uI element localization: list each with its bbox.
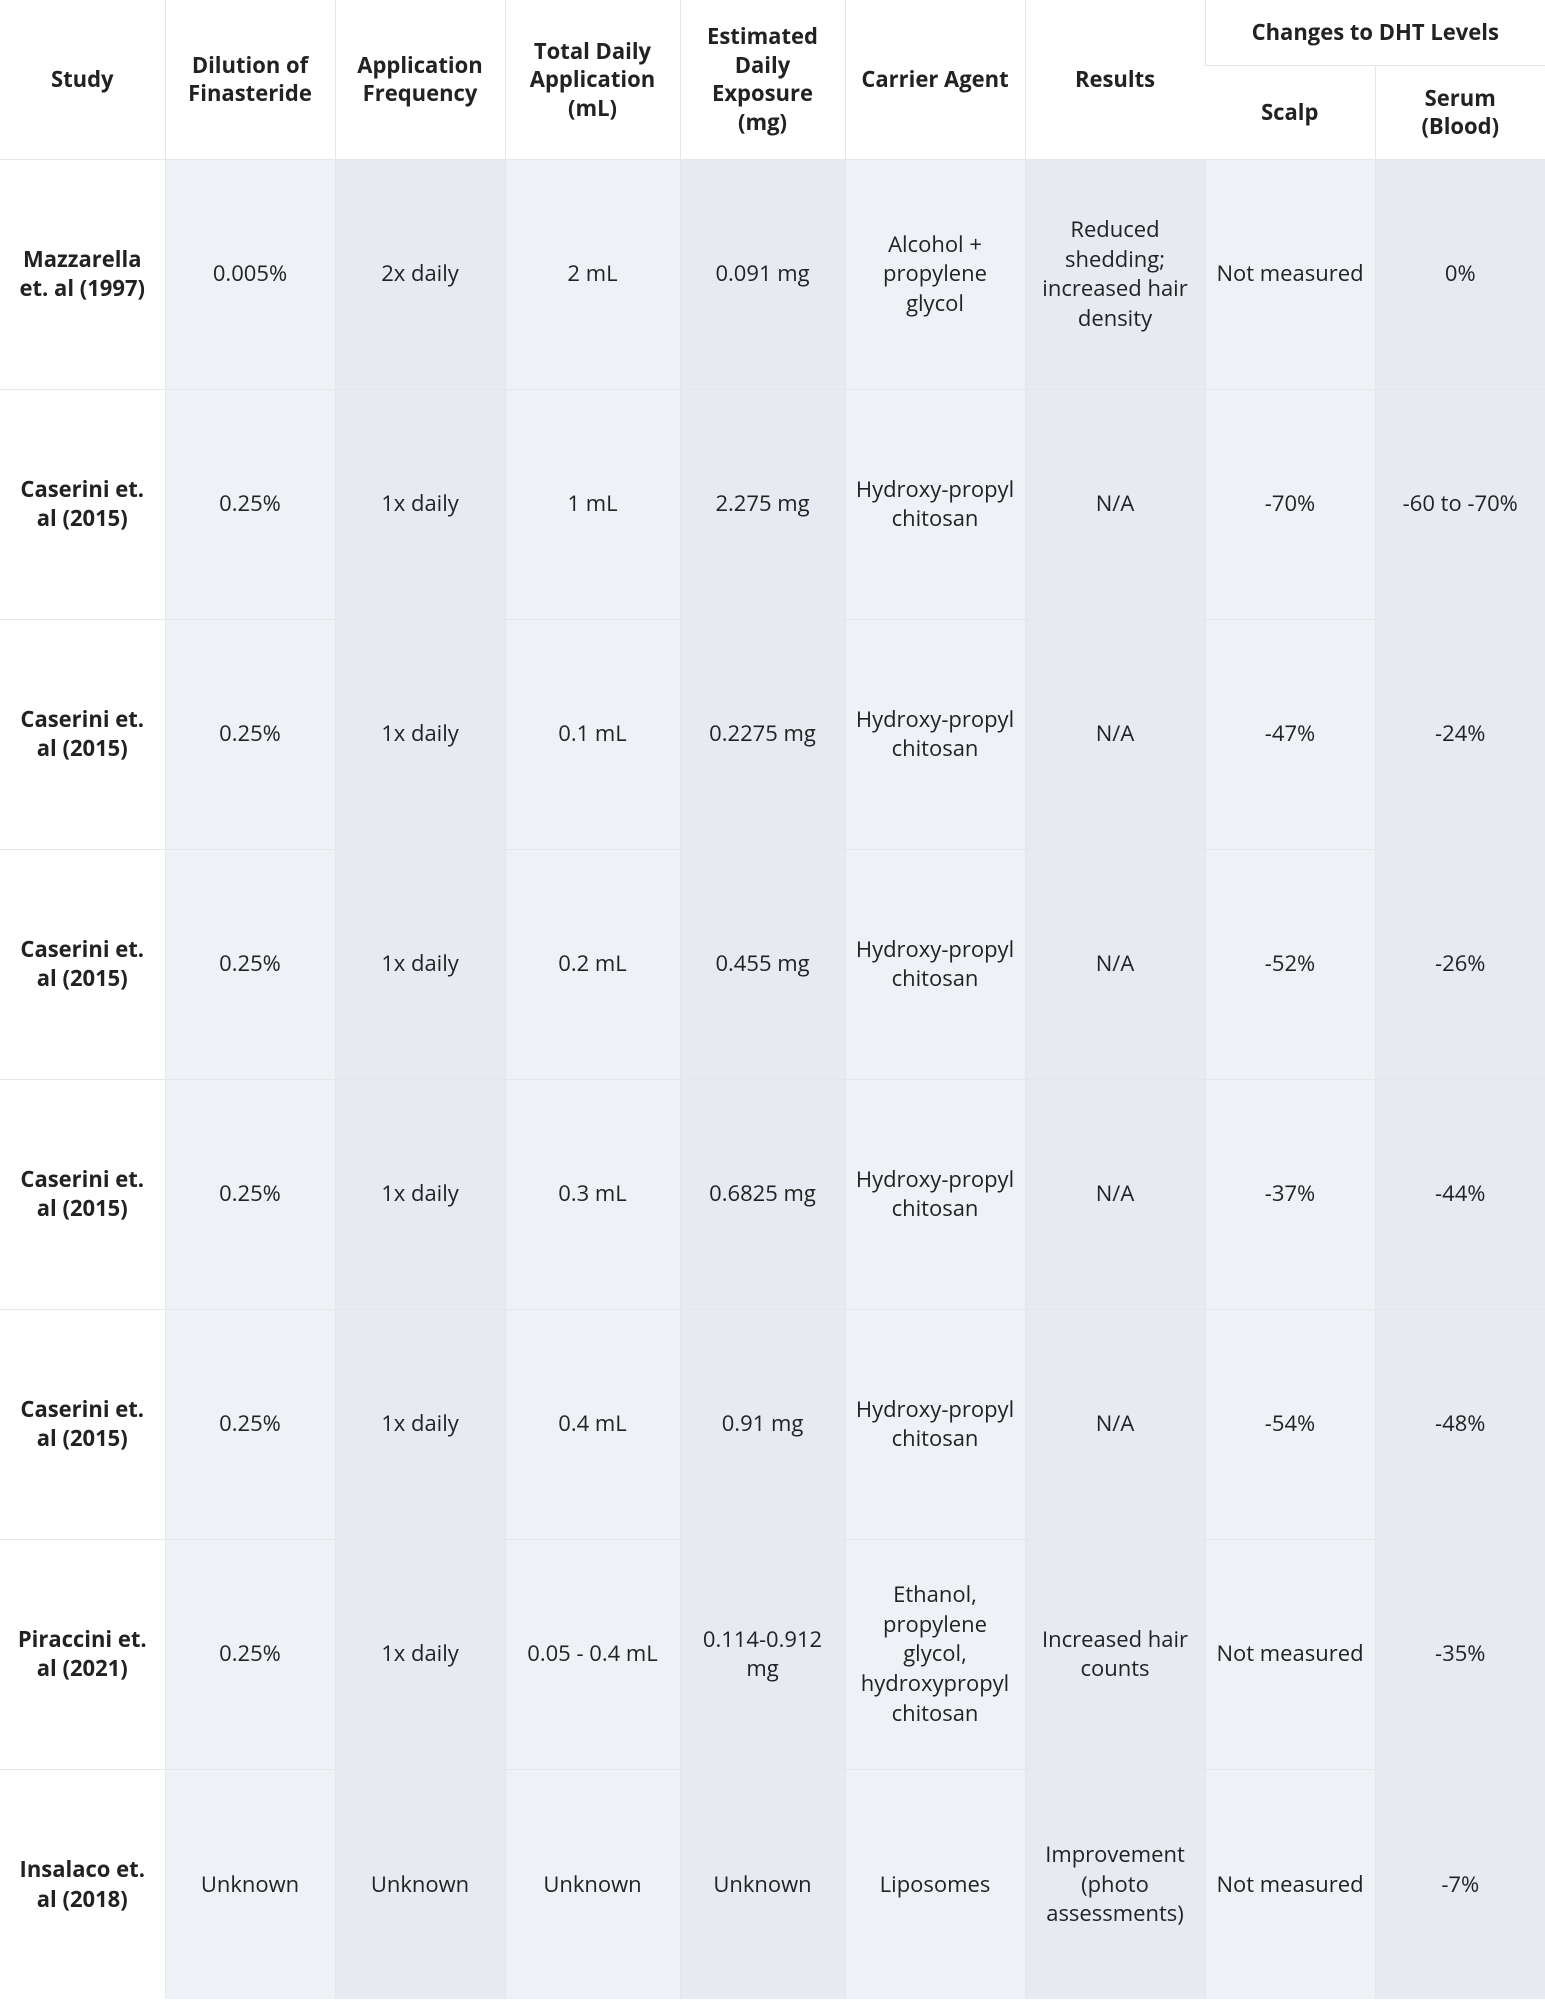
table-row: Caserini et. al (2015)0.25%1x daily0.2 m…	[0, 849, 1545, 1079]
cell-serum: -44%	[1375, 1079, 1545, 1309]
cell-frequency: 1x daily	[335, 1309, 505, 1539]
study-cell: Caserini et. al (2015)	[0, 619, 165, 849]
cell-scalp: -54%	[1205, 1309, 1375, 1539]
cell-total_app: 0.05 - 0.4 mL	[505, 1539, 680, 1769]
cell-carrier: Hydroxy-propyl chitosan	[845, 389, 1025, 619]
cell-serum: -24%	[1375, 619, 1545, 849]
table-row: Caserini et. al (2015)0.25%1x daily0.1 m…	[0, 619, 1545, 849]
table-row: Caserini et. al (2015)0.25%1x daily0.4 m…	[0, 1309, 1545, 1539]
table-row: Caserini et. al (2015)0.25%1x daily0.3 m…	[0, 1079, 1545, 1309]
cell-results: N/A	[1025, 619, 1205, 849]
cell-exposure: 0.6825 mg	[680, 1079, 845, 1309]
cell-serum: -35%	[1375, 1539, 1545, 1769]
cell-carrier: Alcohol + propylene glycol	[845, 159, 1025, 389]
table-row: Insalaco et. al (2018)UnknownUnknownUnkn…	[0, 1769, 1545, 1999]
cell-exposure: 0.2275 mg	[680, 619, 845, 849]
cell-serum: -48%	[1375, 1309, 1545, 1539]
cell-scalp: Not measured	[1205, 159, 1375, 389]
cell-serum: 0%	[1375, 159, 1545, 389]
table-row: Mazzarella et. al (1997)0.005%2x daily2 …	[0, 159, 1545, 389]
cell-exposure: 0.91 mg	[680, 1309, 845, 1539]
cell-scalp: -70%	[1205, 389, 1375, 619]
cell-total_app: 0.2 mL	[505, 849, 680, 1079]
cell-total_app: 0.3 mL	[505, 1079, 680, 1309]
cell-total_app: 0.4 mL	[505, 1309, 680, 1539]
cell-total_app: Unknown	[505, 1769, 680, 1999]
cell-scalp: Not measured	[1205, 1539, 1375, 1769]
cell-total_app: 2 mL	[505, 159, 680, 389]
cell-exposure: Unknown	[680, 1769, 845, 1999]
cell-frequency: 1x daily	[335, 1079, 505, 1309]
cell-results: N/A	[1025, 849, 1205, 1079]
cell-carrier: Liposomes	[845, 1769, 1025, 1999]
cell-serum: -26%	[1375, 849, 1545, 1079]
cell-frequency: Unknown	[335, 1769, 505, 1999]
col-study: Study	[0, 0, 165, 159]
cell-dilution: 0.25%	[165, 389, 335, 619]
study-cell: Piraccini et. al (2021)	[0, 1539, 165, 1769]
cell-results: N/A	[1025, 389, 1205, 619]
cell-results: Increased hair counts	[1025, 1539, 1205, 1769]
col-total-app: Total Daily Application (mL)	[505, 0, 680, 159]
cell-dilution: 0.25%	[165, 849, 335, 1079]
cell-carrier: Hydroxy-propyl chitosan	[845, 1309, 1025, 1539]
cell-frequency: 2x daily	[335, 159, 505, 389]
cell-carrier: Hydroxy-propyl chitosan	[845, 619, 1025, 849]
cell-frequency: 1x daily	[335, 619, 505, 849]
cell-carrier: Hydroxy-propyl chitosan	[845, 1079, 1025, 1309]
study-cell: Insalaco et. al (2018)	[0, 1769, 165, 1999]
cell-scalp: -37%	[1205, 1079, 1375, 1309]
cell-results: Reduced shedding; increased hair density	[1025, 159, 1205, 389]
cell-dilution: 0.25%	[165, 1309, 335, 1539]
cell-frequency: 1x daily	[335, 389, 505, 619]
cell-carrier: Ethanol, propylene glycol, hydroxypropyl…	[845, 1539, 1025, 1769]
col-frequency: Application Frequency	[335, 0, 505, 159]
study-cell: Caserini et. al (2015)	[0, 1079, 165, 1309]
cell-serum: -7%	[1375, 1769, 1545, 1999]
study-cell: Caserini et. al (2015)	[0, 849, 165, 1079]
cell-frequency: 1x daily	[335, 1539, 505, 1769]
cell-exposure: 2.275 mg	[680, 389, 845, 619]
cell-scalp: Not measured	[1205, 1769, 1375, 1999]
study-cell: Caserini et. al (2015)	[0, 1309, 165, 1539]
cell-scalp: -52%	[1205, 849, 1375, 1079]
cell-results: N/A	[1025, 1309, 1205, 1539]
col-dilution: Dilution of Finasteride	[165, 0, 335, 159]
cell-exposure: 0.114-0.912 mg	[680, 1539, 845, 1769]
col-results: Results	[1025, 0, 1205, 159]
col-exposure: Estimated Daily Exposure (mg)	[680, 0, 845, 159]
table-row: Piraccini et. al (2021)0.25%1x daily0.05…	[0, 1539, 1545, 1769]
col-scalp: Scalp	[1205, 65, 1375, 159]
table-row: Caserini et. al (2015)0.25%1x daily1 mL2…	[0, 389, 1545, 619]
study-cell: Caserini et. al (2015)	[0, 389, 165, 619]
col-serum: Serum (Blood)	[1375, 65, 1545, 159]
cell-exposure: 0.091 mg	[680, 159, 845, 389]
table-body: Mazzarella et. al (1997)0.005%2x daily2 …	[0, 159, 1545, 1999]
cell-total_app: 1 mL	[505, 389, 680, 619]
studies-table: Study Dilution of Finasteride Applicatio…	[0, 0, 1545, 1999]
cell-total_app: 0.1 mL	[505, 619, 680, 849]
cell-results: N/A	[1025, 1079, 1205, 1309]
cell-scalp: -47%	[1205, 619, 1375, 849]
cell-serum: -60 to -70%	[1375, 389, 1545, 619]
cell-frequency: 1x daily	[335, 849, 505, 1079]
study-cell: Mazzarella et. al (1997)	[0, 159, 165, 389]
cell-dilution: 0.25%	[165, 1079, 335, 1309]
cell-dilution: 0.005%	[165, 159, 335, 389]
cell-carrier: Hydroxy-propyl chitosan	[845, 849, 1025, 1079]
cell-exposure: 0.455 mg	[680, 849, 845, 1079]
cell-dilution: 0.25%	[165, 1539, 335, 1769]
cell-dilution: Unknown	[165, 1769, 335, 1999]
col-group-dht: Changes to DHT Levels	[1205, 0, 1545, 65]
cell-results: Improvement (photo assessments)	[1025, 1769, 1205, 1999]
col-carrier: Carrier Agent	[845, 0, 1025, 159]
table-header: Study Dilution of Finasteride Applicatio…	[0, 0, 1545, 159]
cell-dilution: 0.25%	[165, 619, 335, 849]
